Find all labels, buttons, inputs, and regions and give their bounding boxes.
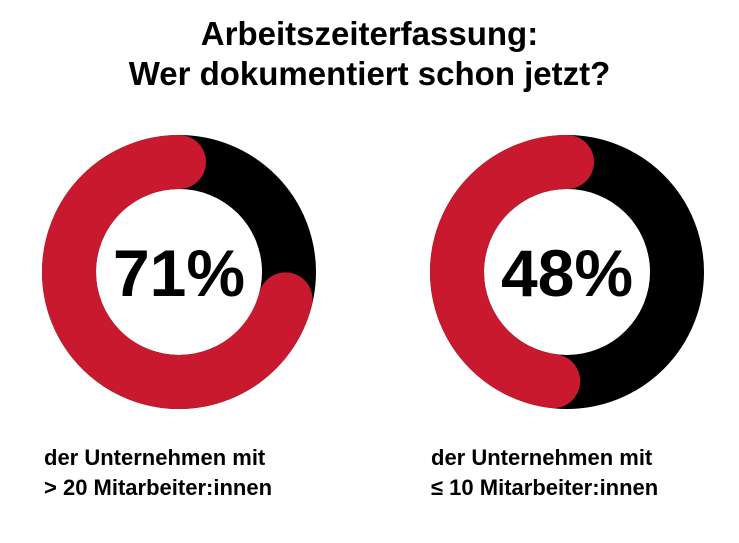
caption-small-companies: der Unternehmen mit ≤ 10 Mitarbeiter:inn…: [431, 443, 658, 503]
chart-title-line-2: Wer dokumentiert schon jetzt?: [128, 55, 611, 92]
caption-small-companies-line-2: ≤ 10 Mitarbeiter:innen: [431, 475, 659, 500]
donut-value-label: 48%: [501, 236, 633, 310]
caption-large-companies-line-2: > 20 Mitarbeiter:innen: [44, 475, 273, 500]
caption-large-companies: der Unternehmen mit > 20 Mitarbeiter:inn…: [44, 443, 272, 503]
chart-title: Arbeitszeiterfassung: Wer dokumentiert s…: [0, 14, 739, 94]
caption-small-companies-line-1: der Unternehmen mit: [431, 445, 653, 470]
donut-highlight-segment: [42, 135, 313, 409]
donut-value-label: 71%: [113, 236, 245, 310]
donut-highlight-segment: [430, 135, 594, 409]
donut-chart-large-companies: 71%: [42, 135, 316, 409]
caption-large-companies-line-1: der Unternehmen mit: [44, 445, 266, 470]
chart-title-line-1: Arbeitszeiterfassung:: [200, 15, 539, 52]
donut-chart-small-companies: 48%: [430, 135, 704, 409]
